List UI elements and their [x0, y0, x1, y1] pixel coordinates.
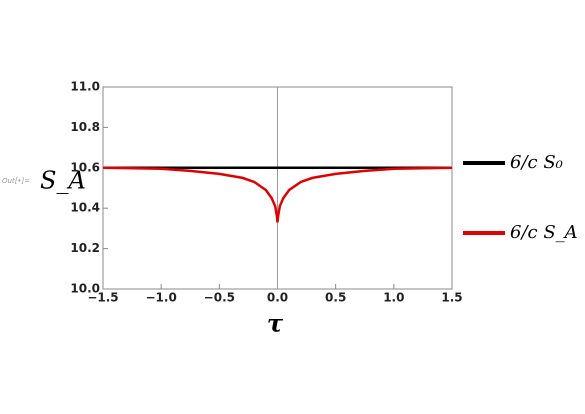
x-tick-label: −1.0	[146, 291, 177, 305]
y-axis-label: S_A	[40, 167, 86, 195]
x-tick-label: 1.0	[383, 291, 404, 305]
x-tick-label: 0.5	[325, 291, 346, 305]
y-tick-label: 10.2	[70, 241, 100, 255]
y-tick-label: 10.6	[70, 160, 100, 174]
legend-label: 6/c S₀	[510, 152, 563, 173]
legend-label: 6/c S_A	[510, 222, 578, 243]
y-tick-label: 10.8	[70, 120, 100, 134]
series-line	[102, 166, 453, 223]
y-tick-label: 11.0	[70, 80, 100, 94]
y-tick-label: 10.0	[70, 282, 100, 296]
out-label: Out[•]=	[2, 177, 30, 185]
x-axis-label: τ	[267, 309, 284, 338]
x-tick-label: 0.0	[267, 291, 288, 305]
x-tick-label: −1.5	[87, 291, 118, 305]
x-tick-label: −0.5	[204, 291, 235, 305]
y-tick-label: 10.4	[70, 201, 100, 215]
x-tick-label: 1.5	[441, 291, 462, 305]
